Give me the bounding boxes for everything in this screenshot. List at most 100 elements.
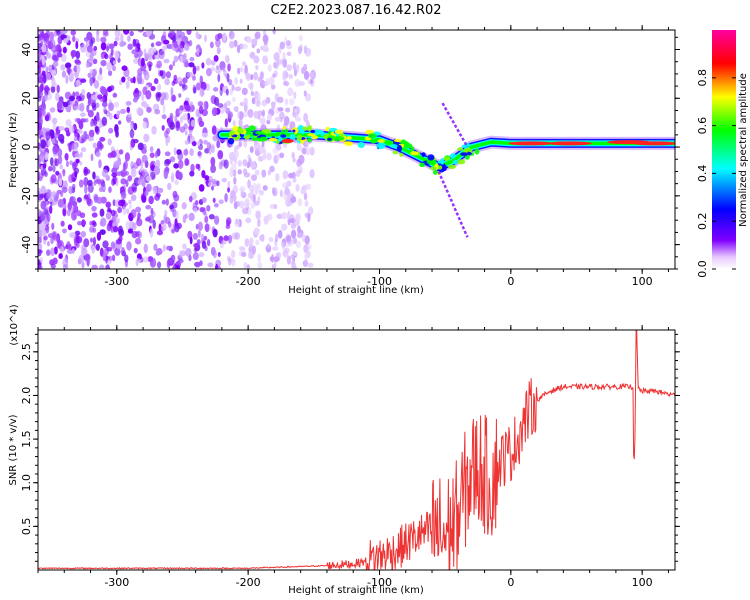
noise-speckle (195, 163, 200, 170)
signal-blob (250, 137, 260, 141)
x-tick-label: -100 (367, 275, 392, 288)
noise-speckle (256, 92, 261, 101)
noise-speckle (223, 159, 229, 169)
y-tick-label: 0.5 (20, 518, 33, 536)
noise-speckle (39, 122, 43, 131)
noise-speckle (293, 108, 298, 114)
noise-speckle (74, 171, 78, 178)
noise-speckle (238, 246, 246, 251)
noise-speckle (245, 73, 251, 81)
noise-speckle (188, 39, 193, 47)
noise-speckle (282, 182, 288, 189)
signal-blob (410, 146, 415, 153)
noise-speckle (293, 251, 297, 257)
noise-speckle (74, 117, 80, 123)
noise-speckle (68, 174, 74, 184)
noise-speckle (77, 104, 82, 111)
noise-speckle (198, 184, 205, 192)
noise-speckle (65, 244, 69, 250)
noise-speckle (142, 256, 149, 263)
noise-speckle (89, 53, 94, 62)
signal-blob (334, 129, 344, 135)
noise-speckle (217, 149, 224, 160)
noise-speckle (175, 120, 181, 129)
signal-blob (453, 159, 458, 165)
noise-speckle (263, 149, 267, 158)
noise-speckle (124, 254, 129, 263)
noise-speckle (75, 158, 80, 164)
noise-speckle (105, 211, 112, 220)
noise-speckle (114, 30, 121, 38)
noise-speckle (284, 252, 290, 259)
noise-speckle (50, 39, 56, 49)
noise-speckle (148, 64, 152, 72)
noise-speckle (92, 171, 96, 180)
noise-speckle (60, 191, 64, 198)
signal-blob (334, 136, 339, 142)
noise-speckle (175, 210, 180, 220)
noise-speckle (45, 66, 49, 74)
noise-speckle (45, 131, 51, 140)
noise-speckle (246, 36, 252, 44)
noise-speckle (255, 64, 259, 71)
noise-speckle (207, 262, 214, 268)
noise-speckle (267, 243, 270, 249)
noise-speckle (38, 111, 42, 119)
noise-speckle (210, 66, 216, 72)
noise-speckle (55, 92, 60, 102)
noise-speckle (149, 228, 154, 238)
noise-speckle (217, 73, 221, 83)
noise-speckle (249, 83, 254, 91)
noise-speckle (46, 213, 51, 222)
noise-speckle (177, 171, 183, 181)
noise-speckle (49, 31, 55, 42)
noise-speckle (164, 158, 172, 165)
noise-speckle (127, 112, 133, 118)
noise-speckle (62, 169, 66, 177)
noise-speckle (38, 65, 42, 75)
noise-speckle (133, 247, 138, 254)
noise-speckle (170, 87, 174, 97)
noise-speckle (244, 198, 250, 208)
noise-speckle (44, 171, 48, 177)
signal-blob (432, 169, 438, 175)
noise-speckle (233, 176, 237, 185)
noise-speckle (262, 44, 269, 52)
noise-speckle (182, 77, 188, 84)
noise-speckle (182, 243, 187, 250)
noise-speckle (88, 96, 92, 106)
noise-speckle (198, 105, 204, 115)
noise-speckle (182, 214, 187, 224)
noise-speckle (135, 258, 142, 264)
noise-speckle (173, 40, 179, 49)
noise-speckle (125, 81, 130, 89)
noise-speckle (42, 75, 47, 84)
noise-speckle (182, 113, 189, 121)
noise-speckle (215, 263, 219, 269)
noise-speckle (120, 108, 126, 115)
noise-speckle (298, 145, 303, 152)
signal-blob (343, 141, 351, 146)
noise-speckle (116, 110, 120, 119)
noise-speckle (120, 178, 127, 185)
noise-speckle (81, 88, 86, 96)
noise-speckle (265, 77, 270, 87)
signal-blob (257, 138, 264, 142)
noise-speckle (137, 212, 141, 219)
noise-speckle (309, 146, 315, 156)
noise-speckle (71, 248, 75, 254)
noise-speckle (261, 233, 265, 243)
noise-speckle (70, 142, 75, 150)
signal-blob (399, 152, 404, 157)
noise-speckle (151, 125, 157, 135)
noise-speckle (91, 205, 97, 212)
noise-speckle (199, 88, 205, 98)
noise-speckle (141, 93, 145, 102)
noise-speckle (201, 169, 206, 179)
noise-speckle (244, 238, 250, 248)
signal-blob (227, 137, 235, 145)
noise-speckle (286, 64, 293, 72)
noise-speckle (253, 227, 260, 235)
noise-speckle (111, 172, 118, 178)
x-tick-label: 100 (632, 275, 653, 288)
